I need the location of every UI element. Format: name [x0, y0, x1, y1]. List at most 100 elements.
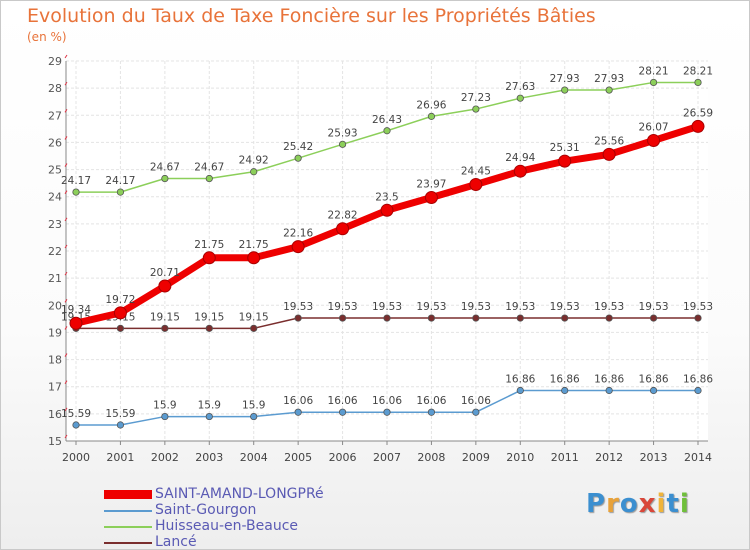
- data-label: 19.72: [105, 294, 135, 306]
- data-label: 19.53: [594, 301, 624, 313]
- y-tick-label: 27: [48, 109, 62, 122]
- data-point: [116, 324, 125, 332]
- data-label: 19.53: [283, 301, 313, 313]
- y-tick-label: 23: [48, 218, 62, 231]
- data-point: [291, 240, 305, 254]
- data-point: [605, 86, 613, 94]
- data-label: 27.93: [594, 73, 624, 85]
- data-label: 26.43: [372, 114, 402, 126]
- chart-legend: SAINT-AMAND-LONGPRé Saint-Gourgon Huisseau…: [104, 486, 404, 550]
- data-point: [649, 314, 658, 322]
- data-label: 16.06: [328, 395, 358, 407]
- y-tick-label: 28: [48, 82, 62, 95]
- data-label: 19.15: [150, 311, 180, 323]
- logo-letter: o: [619, 489, 639, 519]
- data-point: [516, 94, 524, 102]
- data-point: [72, 421, 80, 429]
- data-point: [338, 140, 347, 148]
- data-point: [205, 412, 213, 421]
- data-point: [247, 251, 261, 265]
- data-label: 25.93: [328, 127, 358, 139]
- data-label: 19.53: [550, 301, 580, 313]
- data-point: [380, 203, 394, 217]
- data-label: 27.93: [550, 73, 580, 85]
- x-tick-label: 2012: [595, 451, 623, 464]
- y-tick-label: 26: [48, 136, 62, 149]
- data-point: [427, 112, 436, 120]
- legend-item: Saint-Gourgon: [104, 502, 404, 518]
- data-point: [250, 324, 258, 332]
- x-tick-label: 2005: [284, 451, 312, 464]
- data-point: [513, 164, 527, 178]
- x-tick-label: 2003: [195, 451, 223, 464]
- y-axis-mark: [64, 407, 68, 412]
- data-point: [161, 412, 169, 421]
- y-tick-label: 25: [48, 164, 62, 177]
- data-point: [605, 314, 613, 322]
- y-axis-mark: [64, 353, 68, 357]
- data-point: [383, 408, 391, 416]
- x-tick-label: 2010: [506, 451, 534, 464]
- y-tick-label: 29: [48, 55, 62, 68]
- data-label: 23.97: [416, 179, 446, 191]
- y-axis-mark: [64, 217, 68, 222]
- legend-swatch: [104, 490, 152, 499]
- data-point: [561, 86, 569, 94]
- data-point: [338, 314, 347, 322]
- legend-label: SAINT-AMAND-LONGPRé: [155, 486, 324, 502]
- y-tick-label: 17: [48, 381, 62, 394]
- data-label: 28.21: [639, 65, 669, 77]
- y-axis-mark: [64, 136, 68, 140]
- y-axis-mark: [64, 163, 68, 167]
- data-label: 20.71: [150, 267, 180, 279]
- data-point: [647, 134, 661, 148]
- y-axis-mark: [64, 326, 68, 330]
- logo-letter: t: [666, 489, 680, 519]
- data-point: [116, 188, 125, 196]
- data-label: 19.53: [328, 301, 358, 313]
- data-point: [72, 188, 80, 196]
- data-label: 27.23: [461, 92, 491, 104]
- data-point: [561, 314, 569, 322]
- data-label: 24.67: [194, 162, 224, 174]
- legend-label: Huisseau-en-Beauce: [155, 518, 299, 534]
- data-label: 16.06: [283, 395, 313, 407]
- data-point: [294, 314, 302, 322]
- data-label: 27.63: [505, 81, 535, 93]
- data-label: 16.86: [683, 374, 713, 386]
- data-label: 19.53: [683, 301, 713, 313]
- data-label: 21.75: [194, 239, 224, 251]
- y-axis-mark: [64, 434, 68, 439]
- data-label: 19.53: [372, 301, 402, 313]
- data-point: [383, 127, 391, 135]
- y-axis-mark: [64, 244, 68, 249]
- data-label: 22.82: [328, 210, 358, 222]
- data-label: 19.15: [194, 311, 224, 323]
- data-point: [516, 386, 524, 395]
- data-point: [472, 314, 480, 322]
- y-axis-mark: [64, 109, 68, 113]
- y-tick-label: 21: [48, 272, 62, 285]
- data-point: [202, 251, 216, 265]
- y-tick-label: 19: [48, 326, 62, 339]
- y-tick-label: 22: [48, 245, 62, 258]
- data-label: 19.53: [461, 301, 491, 313]
- x-tick-label: 2001: [106, 451, 134, 464]
- data-point: [472, 408, 480, 416]
- data-label: 24.45: [461, 166, 491, 178]
- data-point: [472, 105, 480, 113]
- data-label: 19.15: [239, 311, 269, 323]
- y-axis-mark: [64, 81, 68, 86]
- logo-letter: i: [656, 489, 667, 519]
- data-label: 24.17: [61, 175, 91, 187]
- legend-label: Lancé: [155, 534, 197, 550]
- data-point: [250, 412, 258, 421]
- data-label: 15.9: [242, 400, 265, 412]
- y-axis-mark: [64, 190, 68, 194]
- data-label: 24.94: [505, 152, 535, 164]
- y-tick-label: 18: [48, 354, 62, 367]
- legend-swatch: [104, 510, 152, 512]
- legend-item: Lancé: [104, 534, 404, 550]
- y-axis-mark: [64, 271, 68, 276]
